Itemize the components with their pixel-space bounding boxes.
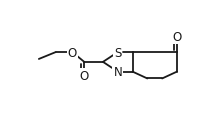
Text: O: O xyxy=(80,69,89,82)
Text: S: S xyxy=(114,46,121,59)
Text: O: O xyxy=(172,31,182,44)
Text: O: O xyxy=(68,46,77,59)
Text: N: N xyxy=(113,66,122,78)
